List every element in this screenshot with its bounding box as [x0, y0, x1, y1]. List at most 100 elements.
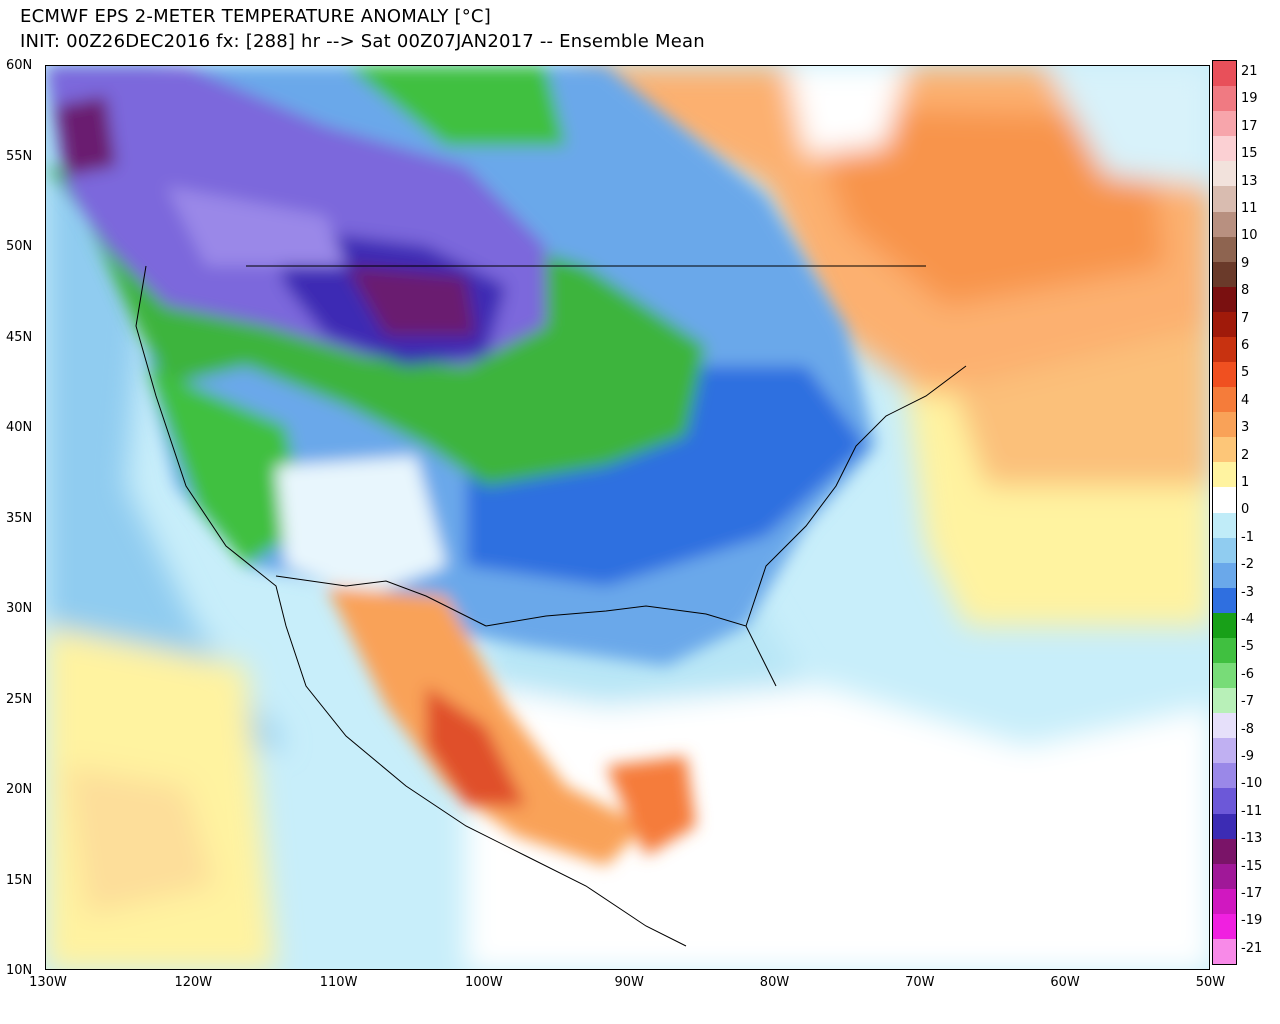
colorbar-label: 0: [1241, 502, 1250, 518]
colorbar-swatch: [1213, 136, 1236, 162]
us-mexico-border: [275, 575, 487, 627]
colorbar-swatch: [1213, 913, 1236, 940]
colorbar-swatch: [1213, 261, 1236, 288]
latitude-label: 60N: [6, 58, 33, 73]
southwest-neutral: [276, 456, 446, 596]
gulf-coastline: [485, 605, 777, 687]
latitude-label: 20N: [6, 782, 33, 797]
colorbar-label: 3: [1241, 420, 1250, 436]
colorbar-swatch: [1213, 663, 1236, 689]
colorbar-swatch: [1213, 211, 1236, 238]
chart-title: ECMWF EPS 2-METER TEMPERATURE ANOMALY [°…: [20, 6, 491, 27]
colorbar-swatch: [1213, 888, 1236, 915]
colorbar-swatch: [1213, 86, 1236, 112]
west-green-band: [146, 366, 306, 566]
nwt-green-zone: [346, 66, 566, 146]
latitude-label: 15N: [6, 872, 33, 888]
colorbar-label: -4: [1241, 612, 1254, 627]
colorbar-label: -21: [1241, 940, 1263, 956]
chart-subtitle: INIT: 00Z26DEC2016 fx: [288] hr --> Sat …: [20, 31, 705, 52]
colorbar-swatch: [1213, 713, 1236, 739]
colorbar-swatch: [1213, 637, 1236, 664]
colorbar-label: 9: [1241, 255, 1250, 271]
colorbar-swatch: [1213, 61, 1236, 87]
colorbar-label: 15: [1241, 146, 1258, 162]
colorbar-label: -3: [1241, 584, 1254, 600]
colorbar-swatch: [1213, 487, 1236, 513]
longitude-label: 80W: [759, 975, 790, 990]
colorbar-label: -13: [1241, 831, 1263, 847]
colorbar-swatch: [1213, 788, 1236, 814]
longitude-label: 110W: [319, 975, 358, 990]
colorbar-swatch: [1213, 387, 1236, 413]
colorbar-swatch: [1213, 462, 1236, 488]
colorbar-swatch: [1213, 562, 1236, 589]
colorbar-label: 1: [1241, 475, 1250, 490]
colorbar-label: -10: [1241, 776, 1263, 792]
colorbar-swatch: [1213, 286, 1236, 313]
extreme-cold-core: [346, 266, 476, 336]
colorbar-swatch: [1213, 161, 1236, 187]
colorbar-label: -17: [1241, 886, 1263, 901]
colorbar-swatch: [1213, 763, 1236, 789]
colorbar-swatch: [1213, 738, 1236, 764]
longitude-label: 50W: [1195, 975, 1226, 990]
longitude-label: 130W: [29, 975, 67, 990]
caribbean-neutral: [466, 666, 1209, 969]
colorbar-swatch: [1213, 111, 1236, 137]
colorbar-label: 4: [1241, 392, 1250, 408]
colorbar-swatch: [1213, 236, 1236, 263]
latitude-label: 35N: [6, 510, 33, 526]
labrador-warm-core: [806, 106, 1166, 306]
colorbar-label: -7: [1241, 694, 1254, 710]
latitude-label: 10N: [6, 963, 33, 978]
colorbar-label: 11: [1241, 201, 1258, 216]
colorbar-swatch: [1213, 362, 1236, 388]
colorbar-swatch: [1213, 412, 1236, 438]
colorbar-swatch: [1213, 938, 1236, 965]
colorbar-label: 5: [1241, 365, 1250, 381]
colorbar-label: -8: [1241, 721, 1254, 737]
hudson-neutral: [786, 66, 906, 156]
colorbar-swatch: [1213, 311, 1236, 338]
colorbar-swatch: [1213, 587, 1236, 614]
anomaly-map: [46, 66, 1209, 969]
colorbar-label: -1: [1241, 529, 1254, 545]
colorbar-label: -19: [1241, 913, 1263, 929]
longitude-label: 70W: [905, 975, 935, 990]
colorbar-swatch: [1213, 336, 1236, 363]
yukon-cold-core: [56, 96, 116, 176]
colorbar-swatch: [1213, 688, 1236, 714]
colorbar-label: 13: [1241, 173, 1258, 189]
mexico-warm-core: [426, 686, 526, 806]
colorbar-label: 2: [1241, 447, 1250, 463]
colorbar-swatch: [1213, 612, 1236, 639]
colorbar-label: 17: [1241, 118, 1258, 134]
colorbar-label: 21: [1241, 64, 1258, 79]
longitude-label: 120W: [174, 975, 213, 990]
colorbar-swatch: [1213, 813, 1236, 840]
pacific-coastline: [135, 265, 687, 947]
colorbar-swatch: [1213, 863, 1236, 890]
colorbar-swatch: [1213, 537, 1236, 564]
colorbar-swatch: [1213, 838, 1236, 865]
central-america-warm: [606, 756, 696, 856]
colorbar-label: 6: [1241, 338, 1250, 353]
colorbar-label: 10: [1241, 228, 1258, 244]
colorbar-label: -2: [1241, 557, 1254, 573]
colorbar-label: 8: [1241, 283, 1250, 299]
colorbar-label: -11: [1241, 803, 1263, 819]
colorbar-swatch: [1213, 512, 1236, 539]
latitude-label: 50N: [6, 239, 33, 254]
colorbar-swatch: [1213, 186, 1236, 212]
colorbar: [1212, 60, 1237, 965]
colorbar-label: -5: [1241, 639, 1254, 655]
latitude-label: 55N: [6, 148, 33, 164]
colorbar-swatch: [1213, 437, 1236, 463]
latitude-label: 45N: [6, 329, 33, 345]
pacific-warm-core: [66, 766, 216, 916]
latitude-label: 40N: [6, 420, 33, 435]
map-panel: [45, 65, 1210, 970]
coastlines: [135, 265, 967, 947]
longitude-label: 90W: [614, 975, 644, 990]
